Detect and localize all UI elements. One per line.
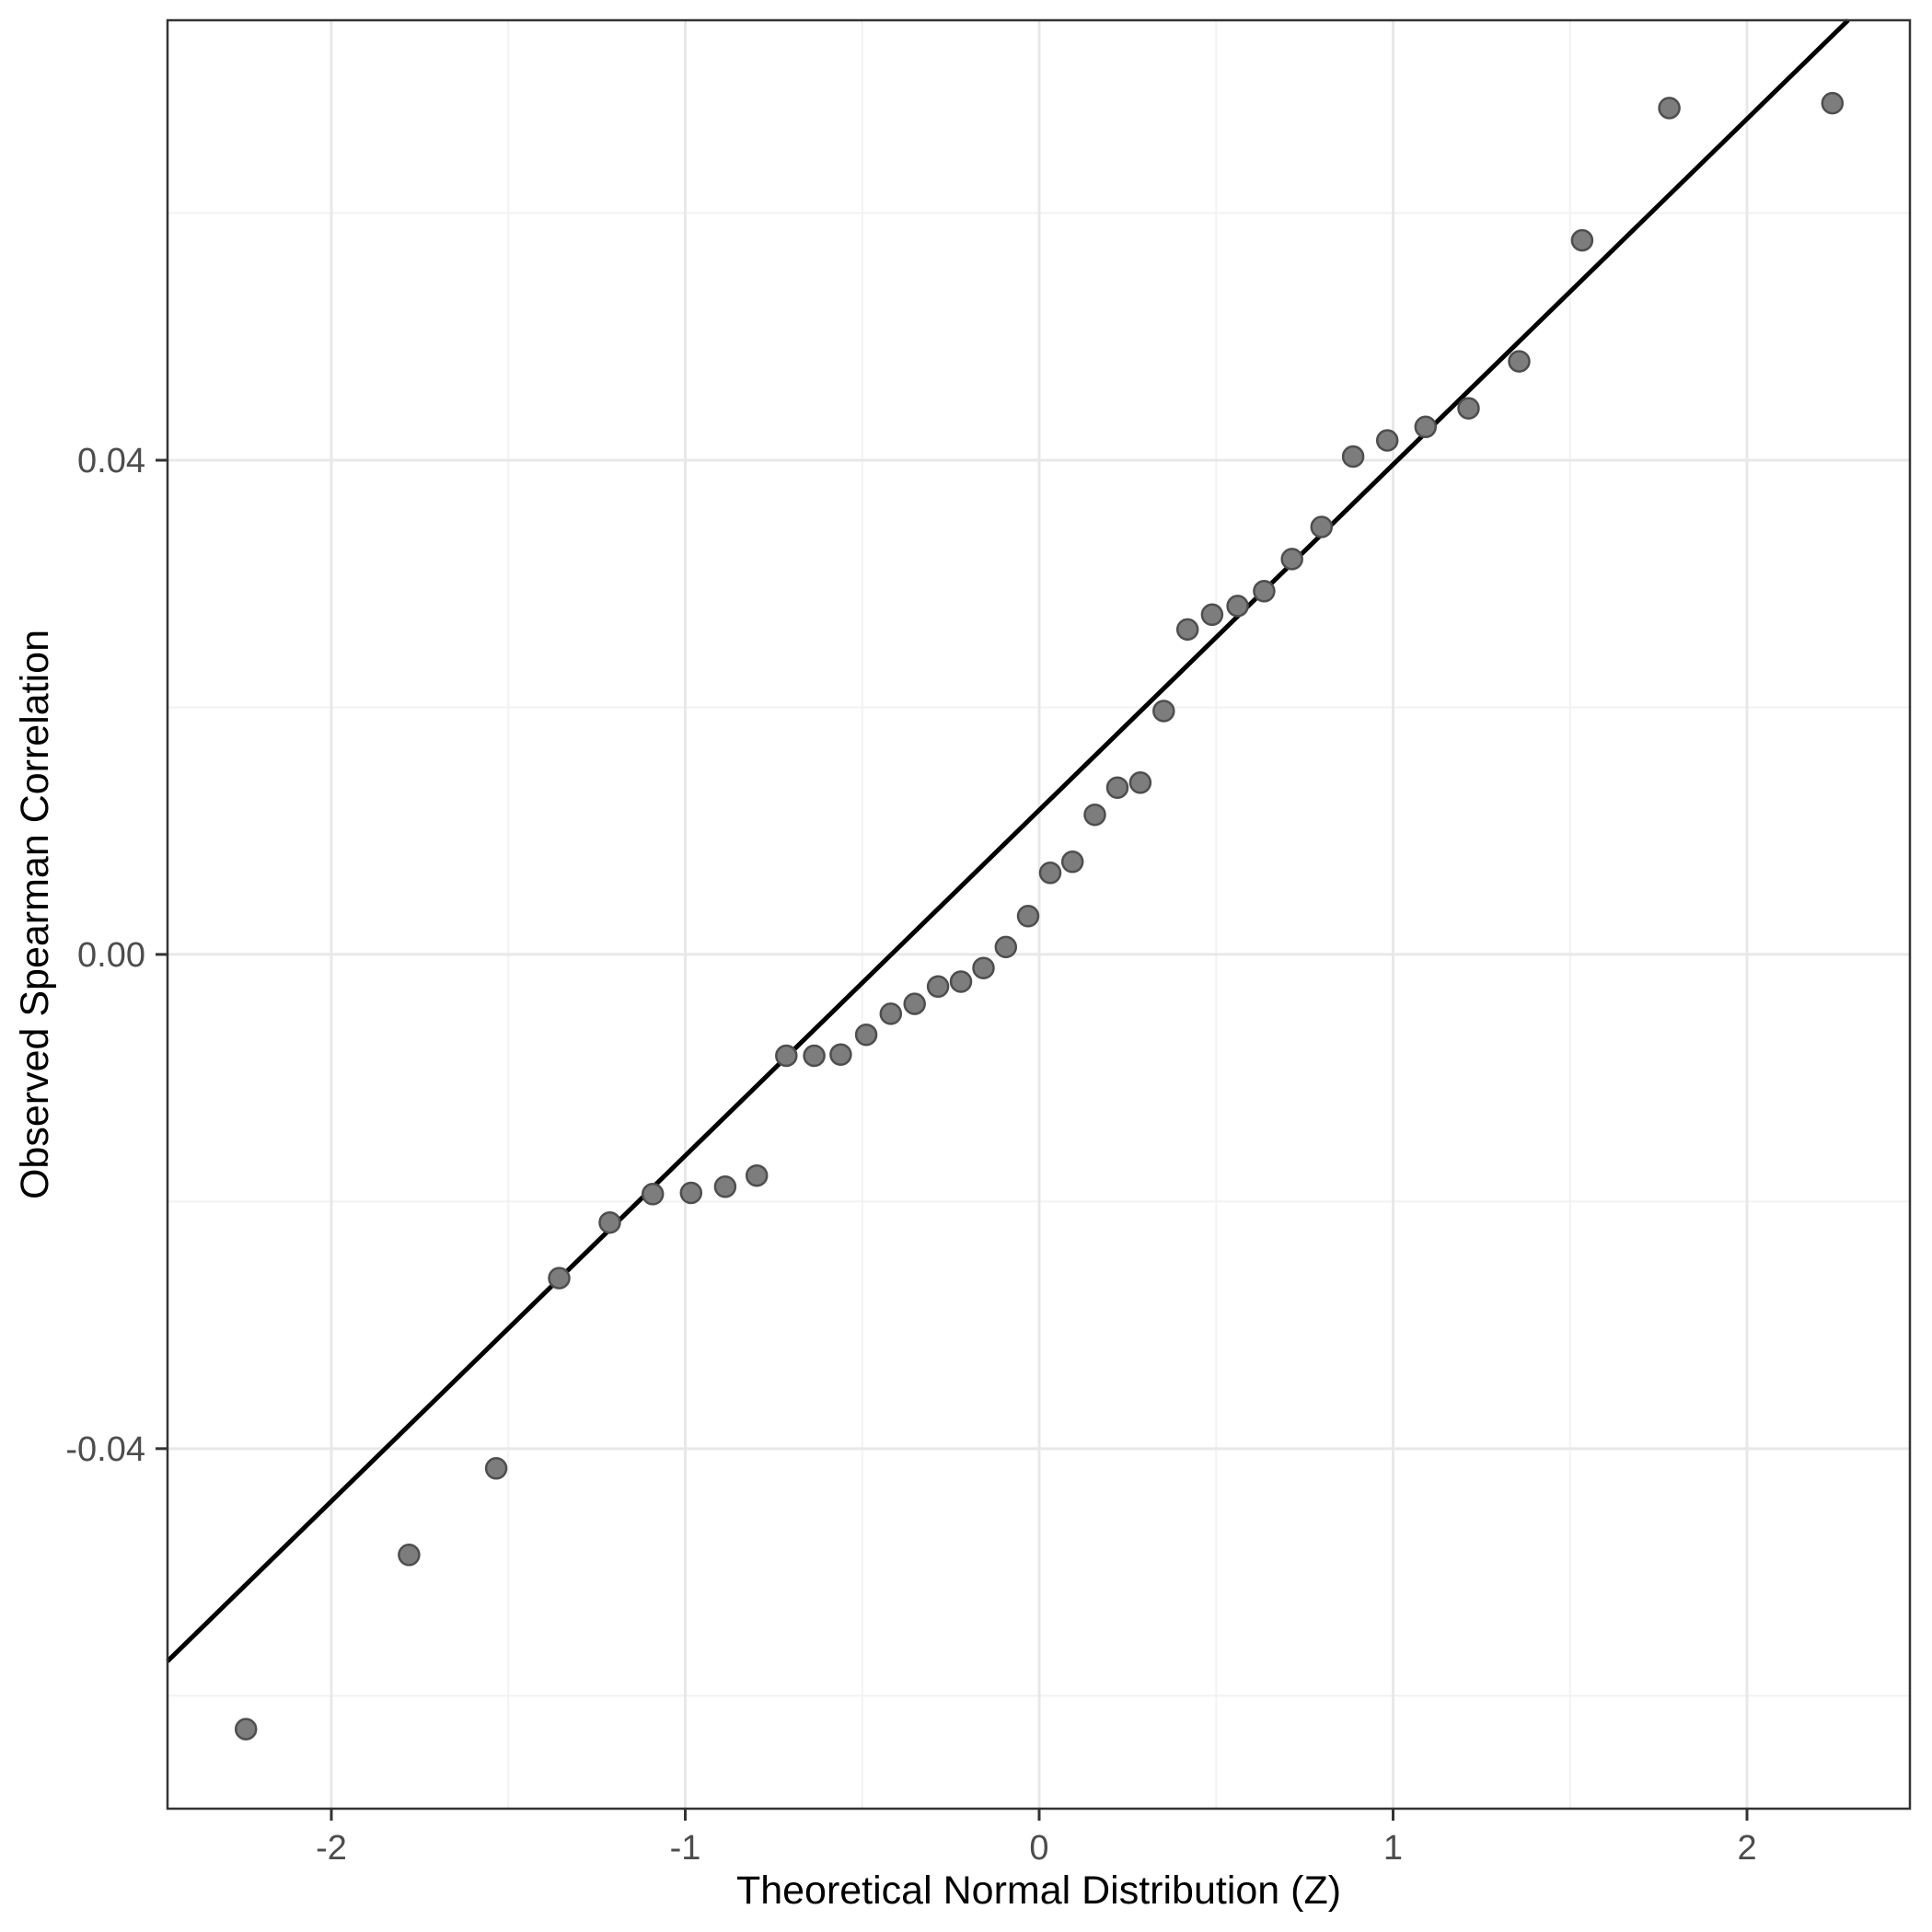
data-point	[829, 1043, 852, 1066]
data-point	[1375, 429, 1399, 452]
data-point	[949, 970, 973, 993]
x-axis-ticks: -2 -1 0 1 2	[316, 1809, 1757, 1868]
data-point	[1083, 803, 1106, 827]
data-point	[1105, 776, 1129, 799]
data-point	[679, 1181, 703, 1205]
data-point	[1175, 618, 1199, 642]
data-point	[879, 1002, 903, 1025]
x-tick-label: 1	[1383, 1829, 1403, 1868]
data-point	[854, 1023, 878, 1047]
data-point	[598, 1210, 621, 1234]
data-point	[713, 1175, 737, 1198]
data-point	[484, 1457, 508, 1480]
data-point	[1253, 580, 1276, 603]
data-point	[1310, 515, 1334, 538]
data-point	[972, 956, 995, 979]
data-point	[775, 1044, 798, 1068]
y-axis-title: Observed Spearman Correlation	[13, 630, 57, 1199]
data-point	[903, 992, 926, 1015]
x-tick-label: 0	[1029, 1829, 1048, 1868]
data-point	[234, 1718, 258, 1741]
data-point	[1570, 228, 1594, 252]
data-points	[234, 91, 1845, 1741]
data-point	[1508, 350, 1531, 373]
data-point	[1016, 905, 1040, 928]
data-point	[1414, 415, 1438, 439]
data-point	[1152, 700, 1175, 723]
data-point	[926, 975, 950, 999]
data-point	[548, 1267, 571, 1290]
data-point	[398, 1544, 421, 1567]
data-point	[1226, 595, 1249, 618]
data-point	[1280, 548, 1303, 571]
data-point	[994, 935, 1018, 959]
data-point	[1457, 397, 1480, 420]
x-tick-label: 2	[1737, 1829, 1756, 1868]
y-tick-label: 0.00	[77, 936, 145, 975]
data-point	[1821, 91, 1845, 115]
x-tick-label: -1	[670, 1829, 701, 1868]
data-point	[1038, 862, 1062, 885]
x-axis-title: Theoretical Normal Distribution (Z)	[736, 1868, 1341, 1913]
y-axis-ticks: 0.04 0.00 -0.04	[65, 442, 168, 1469]
data-point	[1128, 771, 1152, 794]
qq-reference-line	[166, 18, 1850, 1663]
data-point	[1341, 445, 1365, 469]
qq-reference-line-group	[166, 18, 1850, 1663]
data-point	[1060, 850, 1084, 873]
data-point	[745, 1163, 769, 1187]
x-tick-label: -2	[316, 1829, 347, 1868]
data-point	[641, 1183, 665, 1206]
y-tick-label: 0.04	[77, 442, 145, 480]
y-tick-label: -0.04	[65, 1430, 145, 1469]
major-gridlines	[168, 20, 1910, 1809]
data-point	[1200, 603, 1224, 627]
data-point	[1658, 97, 1681, 120]
data-point	[803, 1044, 826, 1068]
